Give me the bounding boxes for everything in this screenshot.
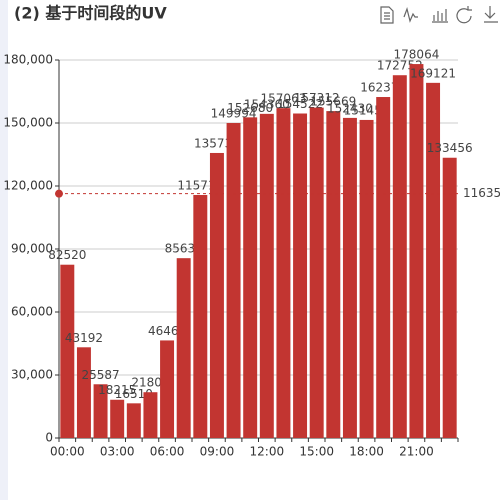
x-tick-label: 09:00: [200, 445, 235, 459]
tool-restore[interactable]: [456, 6, 472, 24]
bar: [176, 258, 191, 438]
bar: [426, 82, 441, 439]
bar: [376, 97, 391, 438]
data-label: 46460: [148, 324, 186, 338]
bar: [76, 347, 91, 438]
chart-title: (2) 基于时间段的UV: [14, 4, 167, 23]
data-label: 154522: [277, 97, 323, 111]
bar: [442, 157, 457, 438]
data-label: 25587: [81, 368, 119, 382]
x-tick-label: 18:00: [349, 445, 384, 459]
average-label: 116351: [463, 186, 500, 200]
bar: [193, 195, 208, 438]
data-label: 152680: [227, 101, 273, 115]
tool-save[interactable]: [484, 6, 498, 23]
bar: [143, 392, 158, 438]
data-label: 82520: [48, 248, 86, 262]
x-tick-label: 15:00: [299, 445, 334, 459]
x-tick-label: 06:00: [150, 445, 185, 459]
data-label: 155669: [310, 95, 356, 109]
y-tick-label: 60,000: [11, 305, 53, 319]
bar: [309, 107, 324, 438]
y-tick-label: 0: [45, 431, 53, 445]
bar: [293, 113, 308, 439]
bar: [110, 399, 125, 438]
x-tick-label: 03:00: [100, 445, 135, 459]
bar: [392, 75, 407, 439]
y-tick-label: 150,000: [3, 116, 53, 130]
data-label: 152430: [327, 101, 373, 115]
y-tick-label: 120,000: [3, 179, 53, 193]
bar: [276, 108, 291, 439]
data-label: 18215: [98, 383, 136, 397]
y-tick-label: 30,000: [11, 368, 53, 382]
data-label: 149994: [211, 107, 257, 121]
toolbox[interactable]: [380, 6, 498, 24]
bar: [259, 113, 274, 439]
bar: [93, 384, 108, 438]
bar: [209, 152, 224, 439]
y-tick-label: 90,000: [11, 242, 53, 256]
bar: [243, 117, 258, 438]
side-strip: [0, 0, 8, 500]
data-label: 157063: [261, 92, 307, 106]
bar: [342, 117, 357, 438]
data-label: 169121: [410, 66, 456, 80]
data-label: 154360: [244, 97, 290, 111]
data-label: 157312: [294, 91, 340, 105]
data-label: 43192: [65, 331, 103, 345]
data-label: 21800: [131, 376, 169, 390]
x-tick-label: 12:00: [250, 445, 285, 459]
tool-data-view[interactable]: [380, 6, 394, 24]
bar: [326, 111, 341, 439]
bar: [409, 64, 424, 438]
bar: [60, 264, 75, 438]
data-label: 85630: [165, 242, 203, 256]
data-label: 178064: [394, 48, 440, 62]
y-tick-label: 180,000: [3, 53, 53, 67]
bar: [226, 123, 241, 438]
tool-line[interactable]: [403, 6, 418, 23]
tool-bar[interactable]: [432, 9, 448, 23]
x-tick-label: 00:00: [50, 445, 85, 459]
bar: [160, 340, 175, 438]
bar: [126, 403, 141, 438]
x-tick-label: 21:00: [399, 445, 434, 459]
data-label: 133456: [427, 141, 473, 155]
data-label: 16510: [115, 387, 153, 401]
bar: [359, 119, 374, 438]
